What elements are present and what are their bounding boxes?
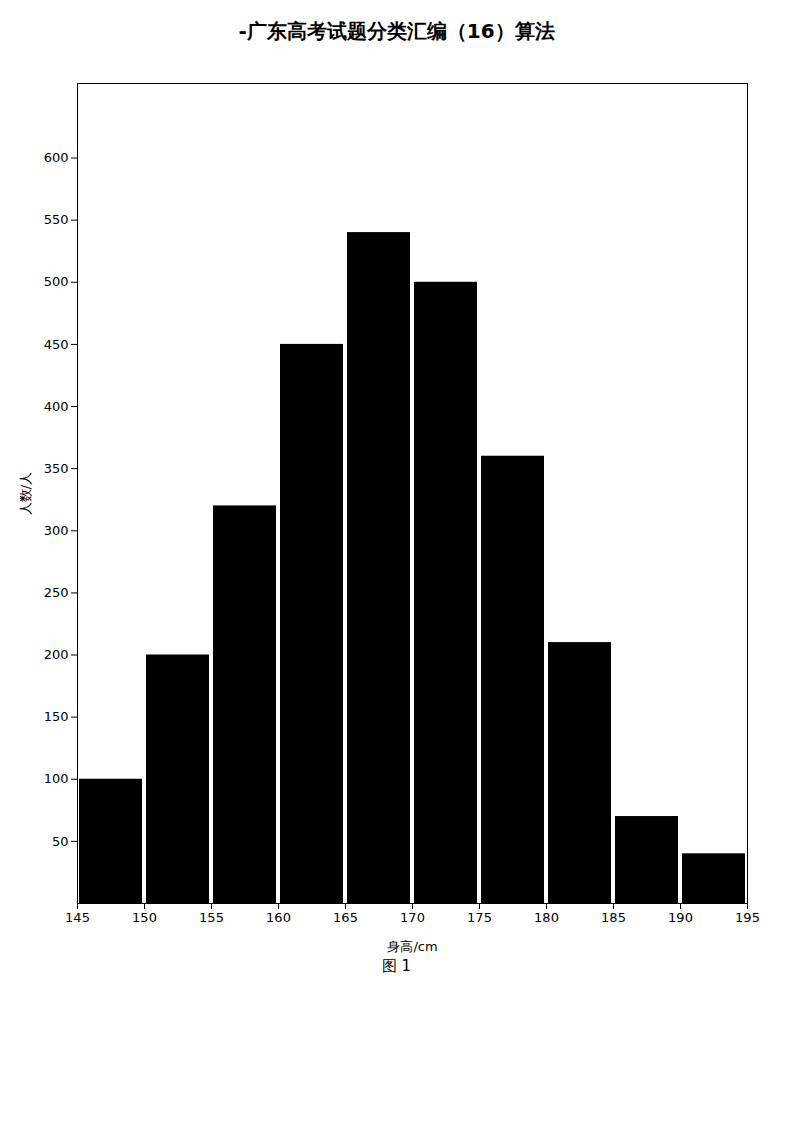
svg-text:500: 500 <box>43 274 68 289</box>
svg-text:身高/cm: 身高/cm <box>387 939 437 954</box>
svg-text:250: 250 <box>43 585 68 600</box>
svg-text:100: 100 <box>43 771 68 786</box>
svg-text:50: 50 <box>51 834 68 849</box>
svg-text:155: 155 <box>199 910 224 925</box>
svg-text:190: 190 <box>668 910 693 925</box>
svg-text:165: 165 <box>333 910 358 925</box>
svg-text:170: 170 <box>400 910 425 925</box>
svg-text:145: 145 <box>65 910 90 925</box>
html-text:图 1: 图 1 <box>381 957 412 975</box>
svg-text:195: 195 <box>735 910 760 925</box>
svg-text:400: 400 <box>43 399 68 414</box>
svg-text:600: 600 <box>43 150 68 165</box>
svg-text:150: 150 <box>132 910 157 925</box>
svg-text:450: 450 <box>43 337 68 352</box>
svg-text:550: 550 <box>43 212 68 227</box>
svg-text:180: 180 <box>534 910 559 925</box>
svg-text:160: 160 <box>266 910 291 925</box>
svg-text:人数/人: 人数/人 <box>17 472 32 515</box>
svg-text:350: 350 <box>43 461 68 476</box>
svg-text:185: 185 <box>601 910 626 925</box>
html-text:-广东高考试题分类汇编（16）算法: -广东高考试题分类汇编（16）算法 <box>238 19 555 43</box>
svg-text:175: 175 <box>467 910 492 925</box>
svg-text:200: 200 <box>43 647 68 662</box>
svg-text:150: 150 <box>43 709 68 724</box>
svg-text:300: 300 <box>43 523 68 538</box>
